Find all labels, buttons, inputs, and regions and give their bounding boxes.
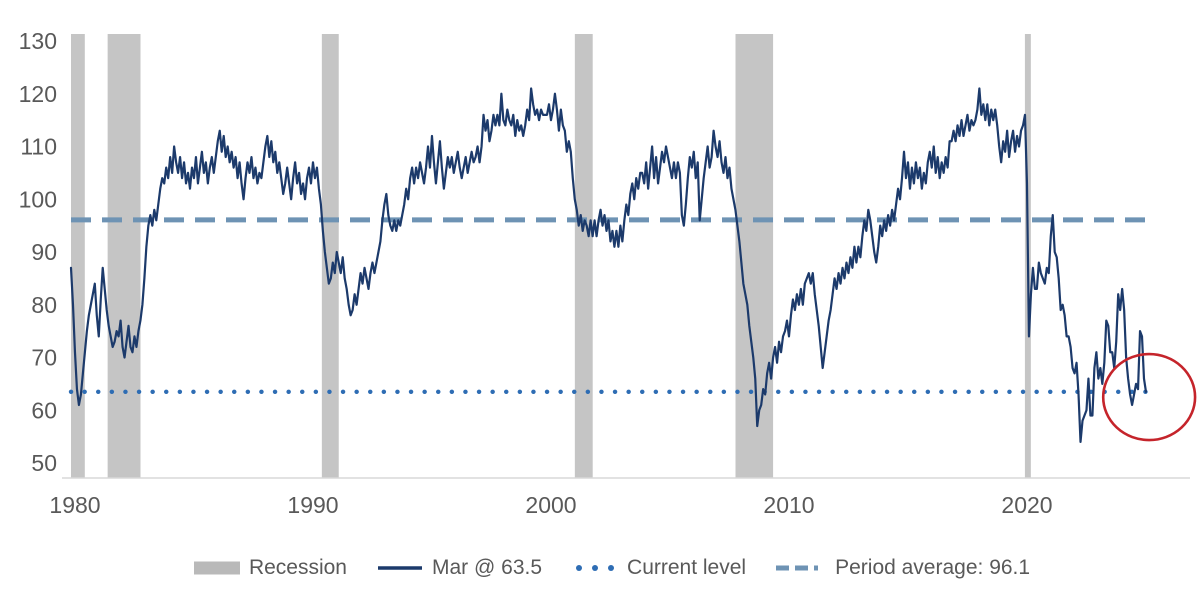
dotted-line-swatch-icon xyxy=(576,565,615,571)
recession-swatch-icon xyxy=(193,561,240,575)
legend-item-period-average: Period average: 96.1 xyxy=(776,556,1030,580)
recession-band xyxy=(71,34,85,478)
y-axis-tick-label: 50 xyxy=(31,450,57,476)
legend-item-series: Mar @ 63.5 xyxy=(377,556,542,580)
legend-label-period-average: Period average: 96.1 xyxy=(835,556,1031,579)
legend-label-recession: Recession xyxy=(248,556,347,579)
recession-band xyxy=(574,34,593,478)
y-axis-tick-label: 120 xyxy=(19,81,57,107)
dashed-line-swatch-icon xyxy=(776,565,827,571)
recession-bands xyxy=(71,34,1031,478)
legend-item-recession: Recession xyxy=(193,556,347,580)
y-axis-tick-label: 70 xyxy=(31,345,57,371)
y-axis-tick-label: 100 xyxy=(19,186,57,212)
legend-item-current-level: Current level xyxy=(572,556,746,580)
y-axis-tick-label: 60 xyxy=(31,397,57,423)
recession-band xyxy=(107,34,141,478)
y-axis-tick-label: 80 xyxy=(31,292,57,318)
x-axis-tick-label: 2010 xyxy=(763,492,814,518)
x-axis-tick-label: 2020 xyxy=(1001,492,1052,518)
consumer-sentiment-chart: 130 120 110 100 90 80 70 60 50 1980 1990 2000 2010 20… xyxy=(19,28,1197,518)
y-axis-tick-label: 110 xyxy=(20,134,57,160)
series-line xyxy=(69,87,1148,443)
y-axis-tick-label: 130 xyxy=(19,28,57,54)
x-axis-tick-label: 1990 xyxy=(287,492,338,518)
legend-label-series: Mar @ 63.5 xyxy=(432,556,543,579)
x-axis-tick-label: 2000 xyxy=(525,492,576,518)
y-axis-labels: 130 120 110 100 90 80 70 60 50 xyxy=(19,28,57,476)
series-line-swatch-icon xyxy=(378,566,422,570)
x-axis-labels: 1980 1990 2000 2010 2020 xyxy=(49,492,1052,518)
y-axis-tick-label: 90 xyxy=(31,239,57,265)
chart-legend: Recession Mar @ 63.5 Current level Perio… xyxy=(12,550,1200,586)
recession-band xyxy=(321,34,339,478)
x-axis-tick-label: 1980 xyxy=(49,492,100,518)
highlight-circle xyxy=(1101,352,1197,442)
legend-label-current-level: Current level xyxy=(627,556,747,579)
